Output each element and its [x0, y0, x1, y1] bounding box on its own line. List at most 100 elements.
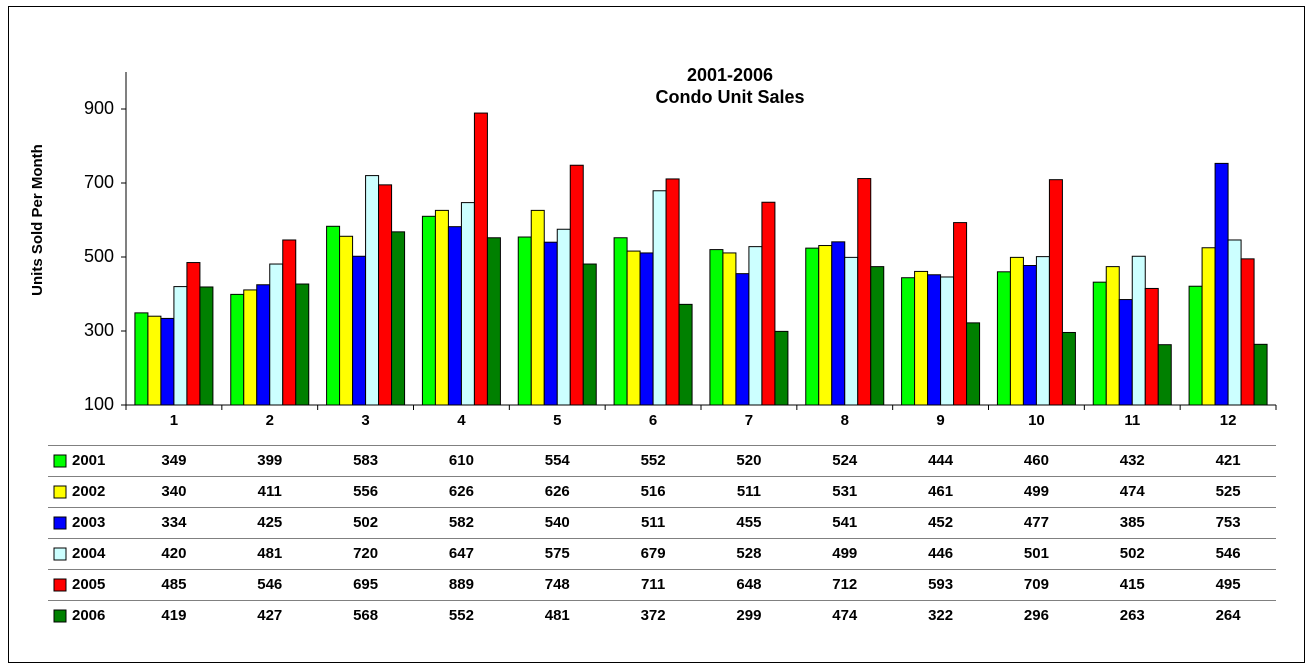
- bar: [1214, 162, 1229, 406]
- legend-label: 2001: [72, 452, 105, 469]
- table-value: 460: [1024, 452, 1049, 469]
- table-value: 556: [353, 483, 378, 500]
- table-value: 524: [832, 452, 858, 469]
- bar: [173, 286, 188, 406]
- y-axis-label: Units Sold Per Month: [29, 144, 46, 296]
- table-value: 372: [641, 607, 666, 624]
- bar: [1009, 256, 1024, 406]
- bar: [870, 266, 885, 406]
- bar: [1240, 258, 1255, 406]
- table-value: 334: [161, 514, 187, 531]
- table-value: 679: [641, 545, 666, 562]
- x-tick-label: 9: [936, 412, 944, 429]
- table-value: 481: [257, 545, 282, 562]
- bar: [761, 201, 776, 406]
- frame: [8, 6, 1305, 663]
- table-value: 421: [1216, 452, 1241, 469]
- table-value: 263: [1120, 607, 1145, 624]
- table-value: 889: [449, 576, 474, 593]
- bar: [1061, 331, 1076, 406]
- table-value: 499: [832, 545, 857, 562]
- bar: [639, 252, 654, 406]
- bar: [901, 277, 916, 406]
- bar: [927, 274, 942, 406]
- bar: [391, 231, 406, 406]
- bar: [530, 209, 545, 406]
- table-value: 647: [449, 545, 474, 562]
- table-value: 626: [449, 483, 474, 500]
- table-value: 546: [1216, 545, 1241, 562]
- chart-subtitle: Condo Unit Sales: [655, 87, 804, 107]
- bar: [582, 263, 597, 406]
- y-tick-label: 500: [84, 246, 114, 266]
- bar: [460, 202, 475, 406]
- bar: [1022, 265, 1037, 406]
- table-value: 582: [449, 514, 474, 531]
- legend-label: 2003: [72, 514, 105, 531]
- bar: [1092, 281, 1107, 406]
- bar: [652, 190, 667, 406]
- table-value: 711: [641, 576, 665, 593]
- table-value: 528: [736, 545, 761, 562]
- bar: [1035, 256, 1050, 406]
- legend-key: [53, 578, 67, 592]
- table-value: 452: [928, 514, 953, 531]
- bar: [1201, 247, 1216, 406]
- table-value: 546: [257, 576, 282, 593]
- x-tick-label: 11: [1124, 412, 1140, 429]
- x-tick-label: 1: [170, 412, 178, 429]
- bar: [473, 112, 488, 406]
- bar: [735, 273, 750, 406]
- table-value: 446: [928, 545, 953, 562]
- table-value: 520: [736, 452, 761, 469]
- table-value: 264: [1216, 607, 1242, 624]
- bar: [996, 271, 1011, 406]
- table-value: 748: [545, 576, 570, 593]
- bar: [134, 312, 149, 406]
- table-value: 474: [1120, 483, 1146, 500]
- table-value: 575: [545, 545, 570, 562]
- bar: [1131, 255, 1146, 406]
- table-value: 511: [737, 483, 761, 500]
- bar: [230, 293, 245, 406]
- bar: [282, 239, 297, 406]
- table-value: 485: [161, 576, 186, 593]
- table-value: 626: [545, 483, 570, 500]
- table-value: 552: [641, 452, 666, 469]
- table-value: 299: [736, 607, 761, 624]
- table-value: 425: [257, 514, 282, 531]
- x-tick-label: 6: [649, 412, 657, 429]
- y-tick-label: 700: [84, 172, 114, 192]
- x-tick-label: 4: [457, 412, 466, 429]
- bar: [857, 178, 872, 406]
- table-value: 695: [353, 576, 378, 593]
- table-value: 427: [257, 607, 282, 624]
- table-value: 415: [1120, 576, 1145, 593]
- table-value: 474: [832, 607, 858, 624]
- table-value: 444: [928, 452, 954, 469]
- bar: [147, 315, 162, 406]
- bar: [421, 215, 436, 406]
- table-value: 583: [353, 452, 378, 469]
- table-value: 568: [353, 607, 378, 624]
- bar: [709, 249, 724, 406]
- bar: [295, 283, 310, 406]
- bar: [678, 303, 693, 406]
- bar: [914, 270, 929, 406]
- table-value: 499: [1024, 483, 1049, 500]
- bar: [243, 289, 258, 406]
- table-value: 720: [353, 545, 378, 562]
- bar: [1118, 299, 1133, 406]
- bar: [626, 250, 641, 406]
- table-value: 296: [1024, 607, 1049, 624]
- bar: [818, 245, 833, 406]
- bar: [352, 255, 367, 406]
- table-value: 455: [736, 514, 761, 531]
- bar: [831, 241, 846, 406]
- bar: [365, 175, 380, 406]
- table-value: 753: [1216, 514, 1241, 531]
- table-value: 501: [1024, 545, 1049, 562]
- bar: [160, 317, 175, 406]
